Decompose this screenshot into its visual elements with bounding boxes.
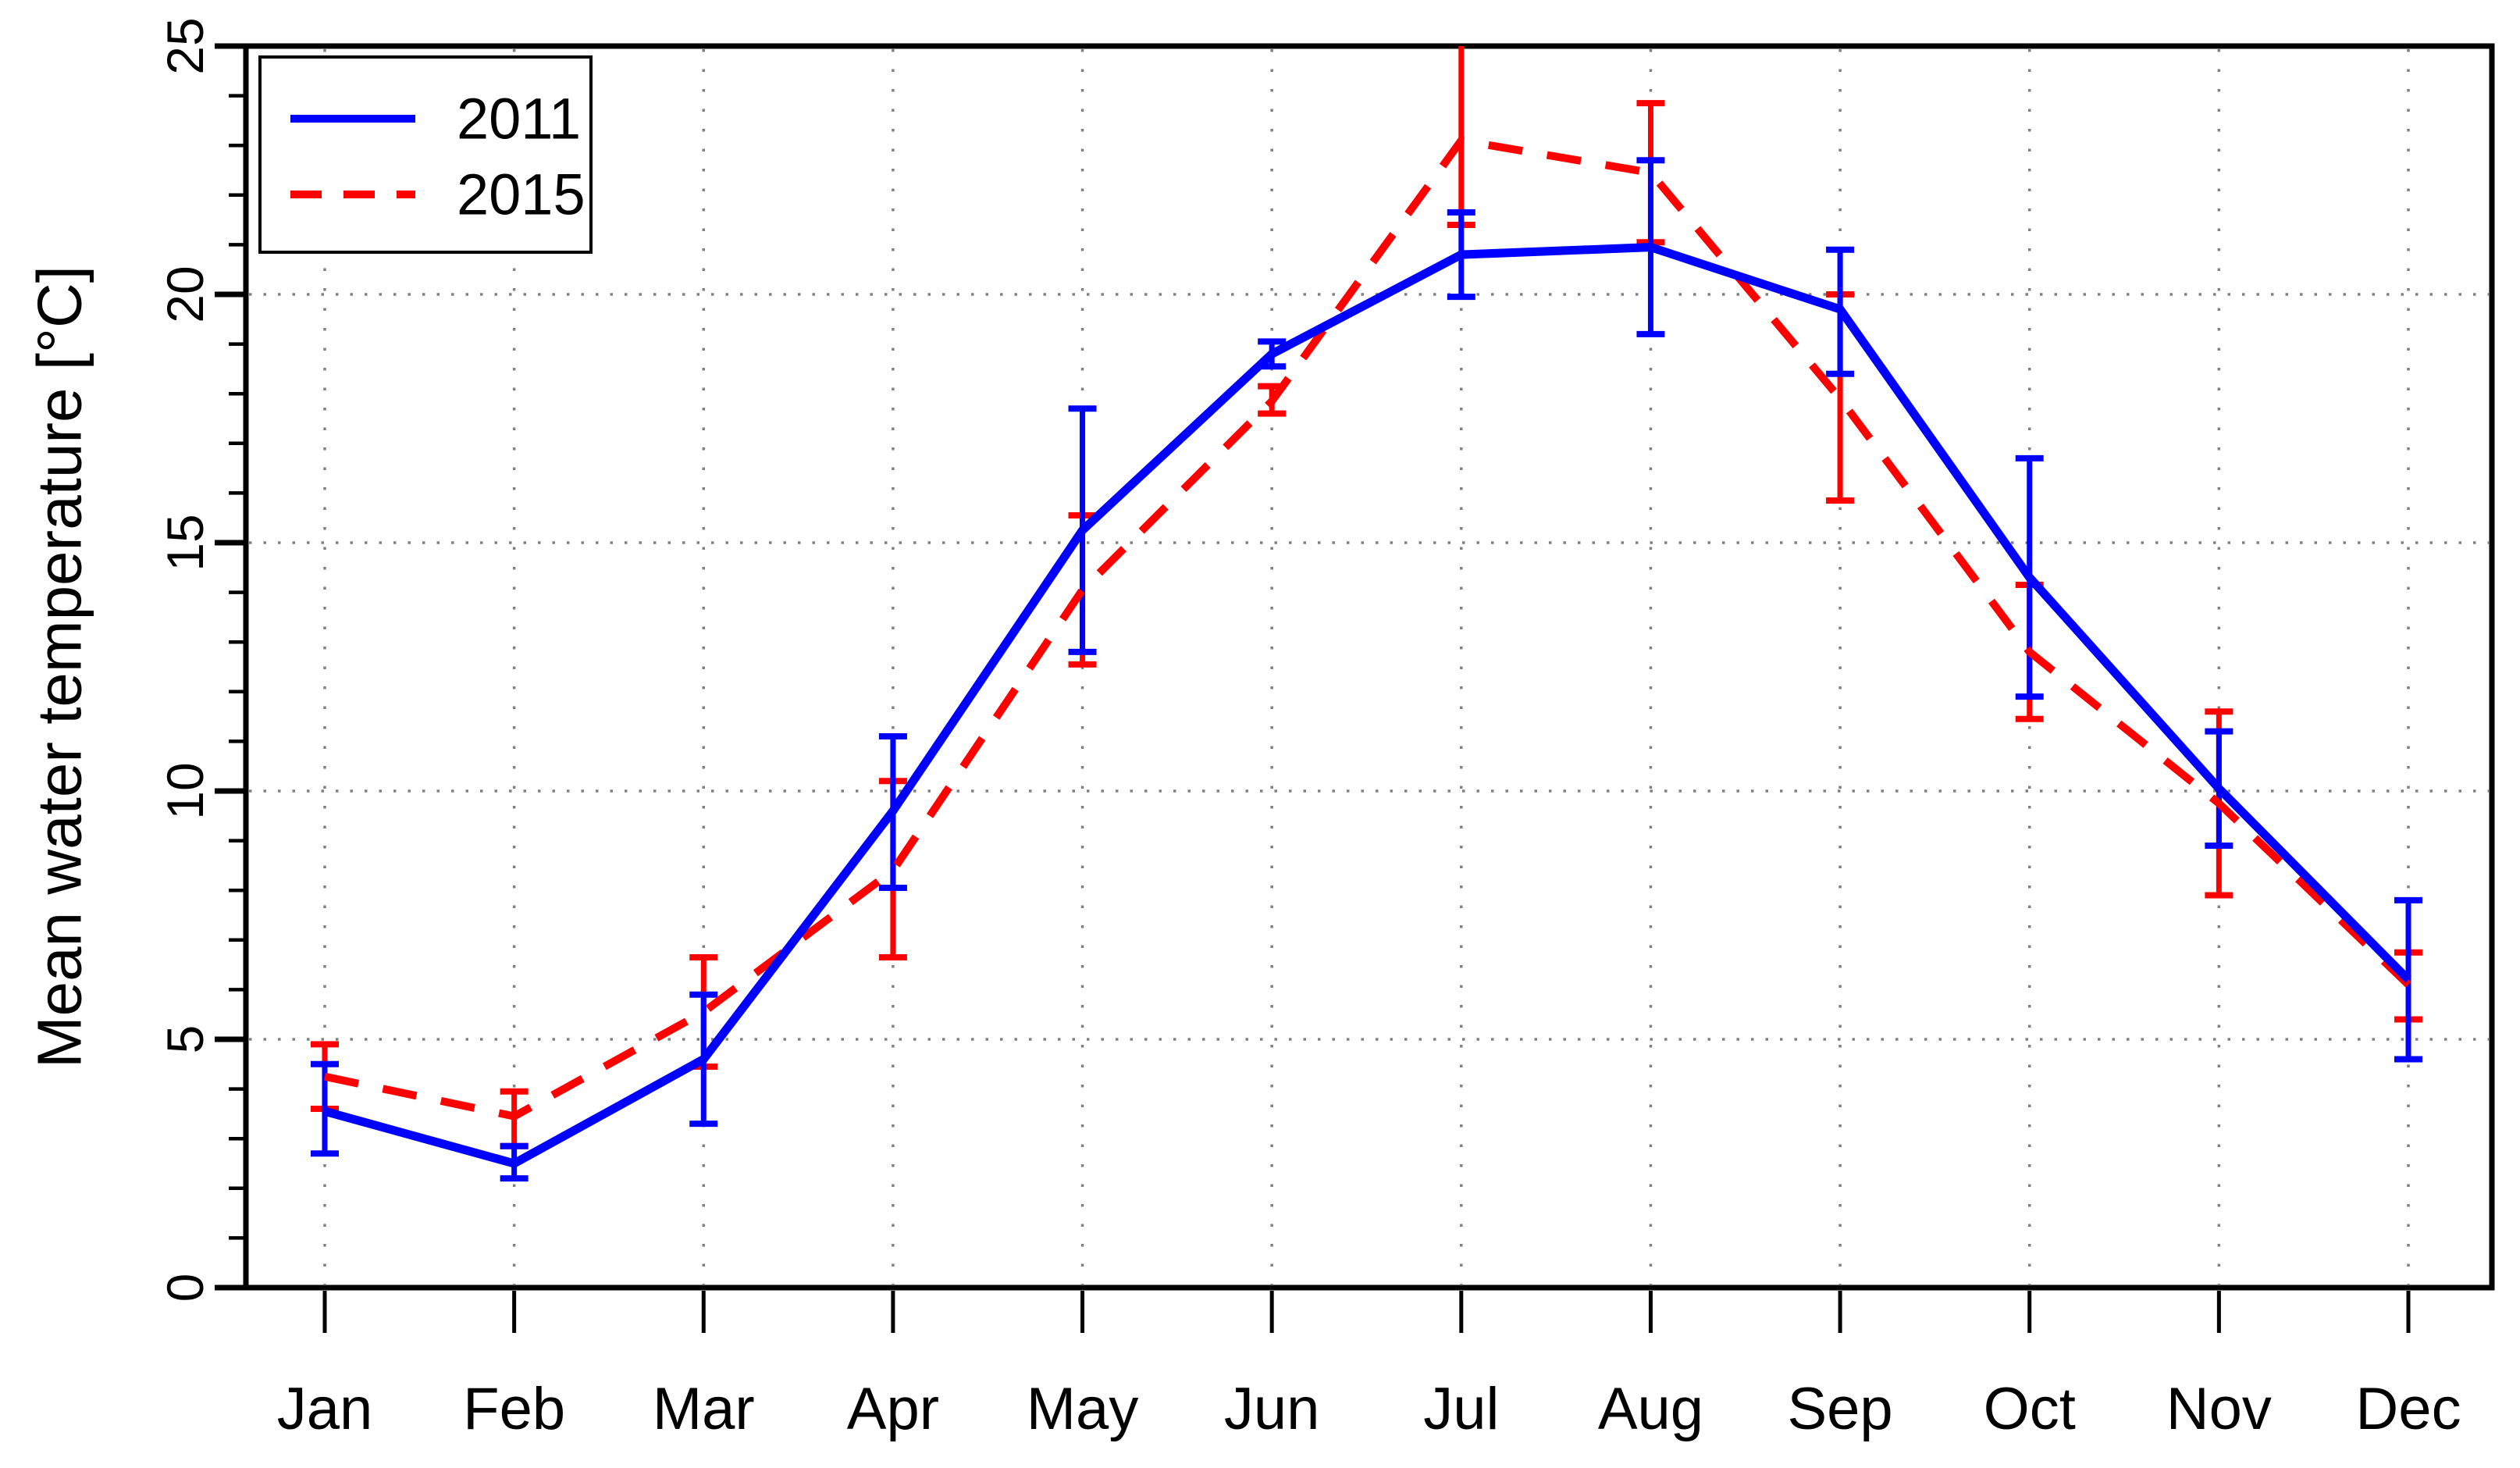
legend-label-2011: 2011 xyxy=(457,87,581,151)
y-tick-label: 5 xyxy=(156,1025,214,1054)
x-ticks xyxy=(322,1291,2411,1333)
series-2011 xyxy=(323,243,2411,1168)
x-tick-label: Apr xyxy=(847,1376,939,1442)
y-axis-title: Mean water temperature [°C] xyxy=(25,265,94,1068)
y-tick-labels: 0 5 10 15 20 25 xyxy=(156,17,214,1302)
y-tick-label: 0 xyxy=(156,1274,214,1302)
x-tick-labels: Jan Feb Mar Apr May Jun Jul Aug Sep Oct Nov Dec xyxy=(277,1376,2461,1442)
x-tick-label: May xyxy=(1027,1376,1139,1442)
x-tick-label: Nov xyxy=(2166,1376,2272,1442)
y-major-ticks xyxy=(215,43,244,1291)
x-tick-label: Sep xyxy=(1787,1376,1892,1442)
series-2015-polyline xyxy=(323,136,2411,1121)
legend-label-2015: 2015 xyxy=(457,162,586,227)
y-tick-label: 15 xyxy=(156,514,214,571)
x-tick-label: Feb xyxy=(463,1376,565,1442)
x-tick-label: Jun xyxy=(1224,1376,1320,1442)
plot-border xyxy=(243,43,2495,1291)
legend: 2011 2015 xyxy=(258,55,593,254)
x-tick-label: Oct xyxy=(1984,1376,2076,1442)
y-axis-title: Mean water temperature [°C] xyxy=(25,265,94,1068)
x-tick-label: Aug xyxy=(1598,1376,1703,1442)
x-tick-label: Jan xyxy=(277,1376,373,1442)
y-tick-label: 10 xyxy=(156,762,214,819)
series-2015 xyxy=(323,136,2411,1121)
x-tick-label: Dec xyxy=(2355,1376,2461,1442)
y-tick-label: 20 xyxy=(156,265,214,322)
x-tick-label: Jul xyxy=(1423,1376,1499,1442)
y-minor-ticks xyxy=(229,94,244,1240)
legend-box xyxy=(258,55,593,254)
series-2011-polyline xyxy=(323,243,2411,1168)
x-tick-label: Mar xyxy=(653,1376,755,1442)
y-tick-label: 25 xyxy=(156,17,214,74)
